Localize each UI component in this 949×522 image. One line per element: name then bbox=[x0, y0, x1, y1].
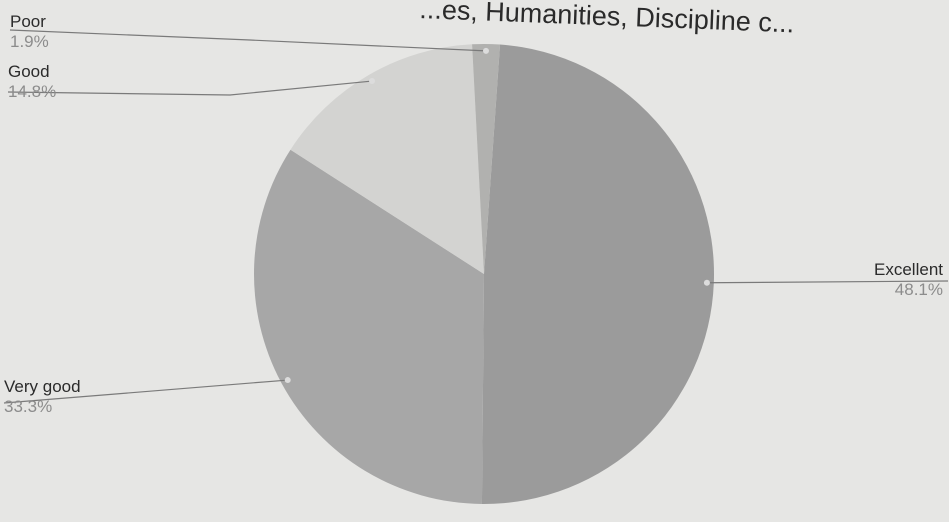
leader-line-poor bbox=[9, 29, 487, 52]
label-good: Good bbox=[8, 62, 50, 81]
legend-good: Good 14.8% bbox=[8, 62, 56, 102]
leader-dot-very-good bbox=[284, 377, 291, 384]
leader-line-excellent bbox=[706, 280, 949, 284]
leader-line-good bbox=[7, 80, 373, 96]
legend-very-good: Very good 33.3% bbox=[4, 377, 81, 417]
percent-poor: 1.9% bbox=[10, 32, 49, 51]
percent-excellent: 48.1% bbox=[894, 280, 943, 299]
leader-dot-excellent bbox=[703, 279, 710, 286]
legend-poor: Poor 1.9% bbox=[10, 12, 49, 52]
slice-excellent bbox=[481, 44, 715, 505]
slice-very-good bbox=[254, 149, 484, 504]
slice-poor bbox=[472, 43, 501, 274]
label-very-good: Very good bbox=[4, 377, 81, 396]
percent-very-good: 33.3% bbox=[4, 397, 53, 416]
leader-dot-good bbox=[369, 78, 376, 85]
percent-good: 14.8% bbox=[8, 82, 57, 101]
slice-good bbox=[290, 44, 484, 275]
legend-excellent: Excellent 48.1% bbox=[874, 260, 943, 300]
label-poor: Poor bbox=[10, 12, 46, 31]
leader-dot-poor bbox=[483, 47, 490, 54]
leader-line-very-good bbox=[3, 379, 288, 404]
label-excellent: Excellent bbox=[874, 260, 943, 279]
